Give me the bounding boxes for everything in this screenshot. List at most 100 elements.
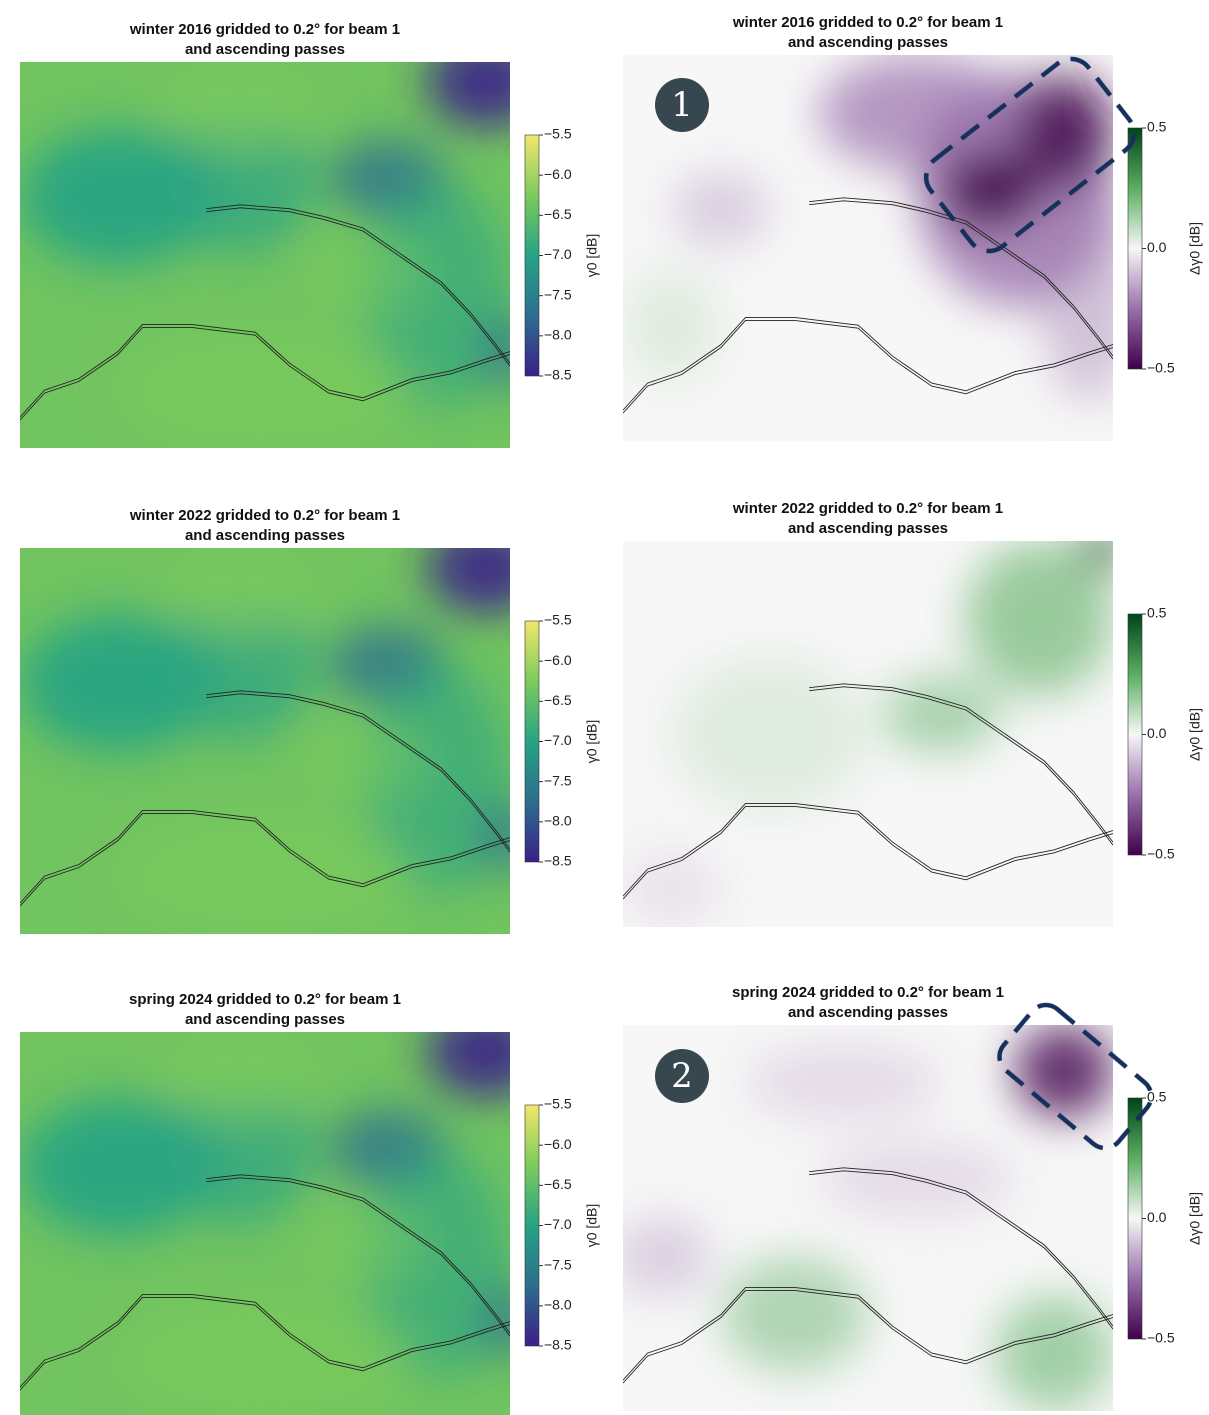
colorbar-tick-label: −6.0	[544, 1136, 572, 1152]
colorbar-label: Δγ0 [dB]	[1187, 1192, 1203, 1245]
field-blob	[304, 722, 422, 799]
colorbar-tick-label: −6.0	[544, 166, 572, 182]
colorbar-label: γ0 [dB]	[584, 1204, 600, 1248]
colorbar	[1128, 1098, 1142, 1339]
panel-title: winter 2016 gridded to 0.2° for beam 1 an…	[129, 21, 400, 58]
colorbar-tick-label: 0.5	[1147, 1089, 1167, 1105]
map	[20, 35, 544, 448]
field-blob	[118, 818, 412, 934]
field-blob	[623, 267, 721, 383]
colorbar	[525, 1105, 539, 1346]
title-line: spring 2024 gridded to 0.2° for beam 1	[129, 991, 401, 1008]
colorbar-tick-label: −7.5	[544, 286, 572, 302]
colorbar-tick-label: −6.5	[544, 206, 572, 222]
field-blob	[304, 1206, 422, 1283]
colorbar-tick-label: 0.5	[1147, 119, 1167, 135]
colorbar-tick-label: −7.0	[544, 246, 572, 262]
colorbar	[525, 621, 539, 862]
colorbar-tick-label: 0.0	[1147, 239, 1167, 255]
colorbar-tick-label: −6.5	[544, 1176, 572, 1192]
field-blob	[672, 171, 770, 248]
annotation-number: 2	[671, 1056, 693, 1096]
colorbar-tick-label: −5.5	[544, 612, 572, 628]
field-blob	[118, 332, 412, 448]
panel: winter 2016 gridded to 0.2° for beam 1 an…	[20, 21, 600, 448]
field-blob	[167, 556, 314, 633]
map	[623, 529, 1128, 927]
field-blob	[167, 1040, 314, 1117]
annotation-number: 1	[671, 85, 693, 125]
title-line: and ascending passes	[185, 527, 345, 544]
title-line: winter 2016 gridded to 0.2° for beam 1	[129, 21, 400, 38]
field-blob	[623, 850, 721, 927]
colorbar-label: Δγ0 [dB]	[1187, 222, 1203, 275]
field-blob	[672, 657, 868, 811]
title-line: winter 2022 gridded to 0.2° for beam 1	[732, 500, 1003, 517]
colorbar-tick-label: −8.5	[544, 853, 572, 869]
colorbar	[1128, 128, 1142, 369]
panel-title: spring 2024 gridded to 0.2° for beam 1 an…	[732, 984, 1004, 1021]
map	[20, 521, 544, 934]
map	[20, 1005, 544, 1415]
colorbar-tick-label: −5.5	[544, 126, 572, 142]
field-blob	[118, 1302, 412, 1415]
panel-title: winter 2016 gridded to 0.2° for beam 1 an…	[732, 14, 1003, 51]
panel: winter 2022 gridded to 0.2° for beam 1 an…	[20, 507, 600, 934]
colorbar-tick-label: −0.5	[1147, 360, 1175, 376]
colorbar-tick-label: −5.5	[544, 1096, 572, 1112]
field-blob	[746, 1044, 942, 1121]
colorbar-tick-label: −8.0	[544, 813, 572, 829]
colorbar-tick-label: −0.5	[1147, 1330, 1175, 1346]
title-line: and ascending passes	[185, 41, 345, 58]
panel: winter 2022 gridded to 0.2° for beam 1 an…	[623, 500, 1203, 927]
colorbar-tick-label: −6.5	[544, 692, 572, 708]
field-blob	[819, 1141, 1015, 1218]
figure: winter 2016 gridded to 0.2° for beam 1 an…	[0, 0, 1209, 1415]
field-blob	[304, 236, 422, 313]
panel: winter 2016 gridded to 0.2° for beam 1 an…	[623, 14, 1203, 441]
panel: spring 2024 gridded to 0.2° for beam 1 an…	[20, 991, 600, 1415]
colorbar-tick-label: 0.0	[1147, 1209, 1167, 1225]
title-line: and ascending passes	[185, 1011, 345, 1028]
title-line: and ascending passes	[788, 1004, 948, 1021]
colorbar-tick-label: −6.0	[544, 652, 572, 668]
colorbar-label: γ0 [dB]	[584, 720, 600, 764]
colorbar-tick-label: −8.5	[544, 1337, 572, 1353]
colorbar-label: γ0 [dB]	[584, 234, 600, 278]
colorbar-tick-label: −8.0	[544, 327, 572, 343]
field-blob	[1015, 1025, 1113, 1118]
colorbar-tick-label: −7.0	[544, 1216, 572, 1232]
field-blob	[427, 521, 545, 614]
field-blob	[427, 35, 545, 128]
colorbar	[1128, 614, 1142, 855]
colorbar-tick-label: 0.0	[1147, 725, 1167, 741]
colorbar-tick-label: 0.5	[1147, 605, 1167, 621]
field-blob	[613, 1218, 711, 1295]
colorbar-label: Δγ0 [dB]	[1187, 708, 1203, 761]
panel: spring 2024 gridded to 0.2° for beam 1 an…	[613, 984, 1203, 1411]
field-blob	[1079, 529, 1128, 568]
panel-title: winter 2022 gridded to 0.2° for beam 1 an…	[129, 507, 400, 544]
field-blob	[427, 1005, 545, 1098]
title-line: and ascending passes	[788, 34, 948, 51]
panel-title: spring 2024 gridded to 0.2° for beam 1 an…	[129, 991, 401, 1028]
colorbar-tick-label: −8.5	[544, 367, 572, 383]
field-blob	[883, 676, 1001, 753]
field-blob	[481, 799, 530, 876]
title-line: spring 2024 gridded to 0.2° for beam 1	[732, 984, 1004, 1001]
field-blob	[721, 1257, 868, 1373]
colorbar-tick-label: −7.5	[544, 772, 572, 788]
field-blob	[481, 313, 530, 390]
colorbar-tick-label: −0.5	[1147, 846, 1175, 862]
title-line: winter 2016 gridded to 0.2° for beam 1	[732, 14, 1003, 31]
colorbar	[525, 135, 539, 376]
colorbar-tick-label: −7.5	[544, 1256, 572, 1272]
title-line: winter 2022 gridded to 0.2° for beam 1	[129, 507, 400, 524]
field-blob	[167, 70, 314, 147]
field-blob	[481, 1283, 530, 1360]
title-line: and ascending passes	[788, 520, 948, 537]
field-blob	[995, 1295, 1113, 1411]
colorbar-tick-label: −7.0	[544, 732, 572, 748]
panel-title: winter 2022 gridded to 0.2° for beam 1 an…	[732, 500, 1003, 537]
colorbar-tick-label: −8.0	[544, 1297, 572, 1313]
